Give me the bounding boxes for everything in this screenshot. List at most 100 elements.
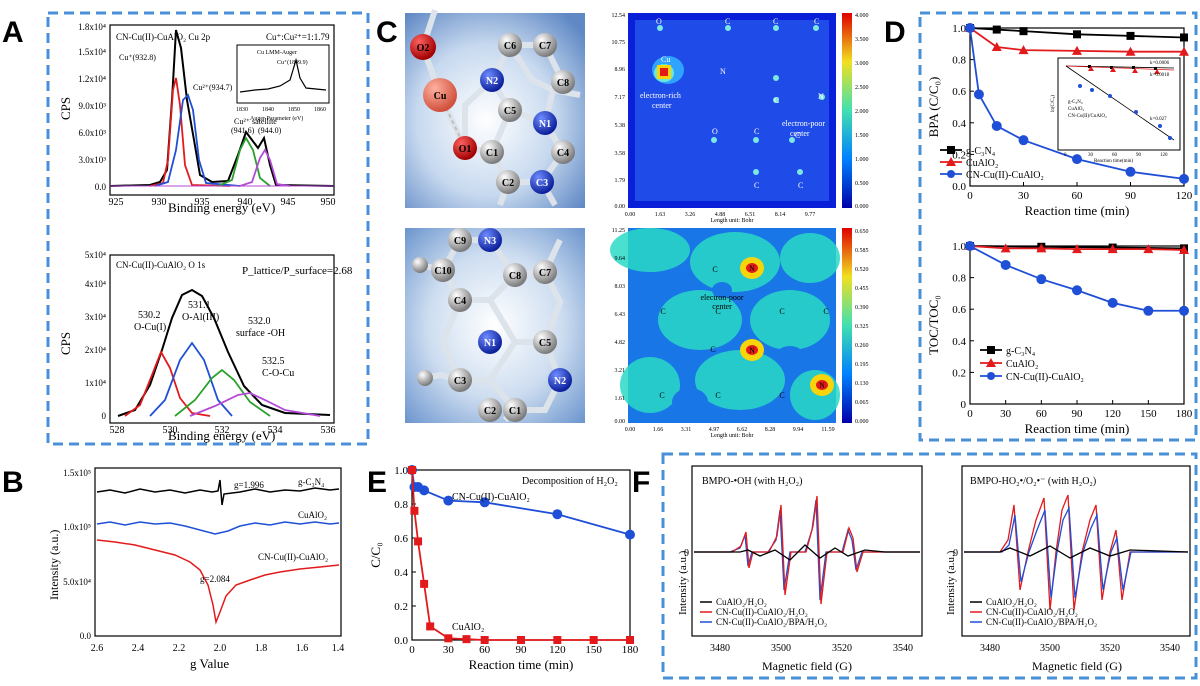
data-point — [1073, 30, 1081, 39]
esp-bottom-ytick: 0.00 — [615, 419, 626, 425]
o1s-label: C-O-Cu — [262, 368, 294, 379]
cbar-bottom-tick: 0.585 — [855, 248, 869, 254]
inset-xtick: 120 — [1160, 153, 1168, 158]
cu2p-ytick: 1.8x10⁴ — [78, 22, 106, 32]
esp-top-ytick: 1.79 — [615, 178, 626, 184]
esp-top-label: C — [725, 17, 730, 26]
y-tick-label: 0.4 — [952, 118, 966, 130]
x-tick-label: 60 — [1072, 190, 1084, 202]
dft-structure-top: O2 Cu O1 C6 C7 N2 C8 C5 N1 C1 C4 C2 C3 — [405, 9, 585, 208]
esp-top-label: Cu — [661, 55, 670, 64]
atom-label: C5 — [504, 106, 516, 117]
panel-letter-b: B — [2, 466, 24, 499]
data-point — [1072, 285, 1082, 296]
cu2p-ytick: 0.0 — [95, 182, 107, 192]
esr-oh-ylabel: Intensity (a.u.) — [677, 550, 689, 615]
atom-label: N1 — [539, 119, 551, 130]
o1s-xtick: 536 — [321, 425, 336, 436]
legend-label: g-C₃N₄ — [1006, 346, 1036, 357]
esp-bottom-label: C — [779, 307, 784, 316]
o1s-ytick: 3x10⁴ — [85, 312, 106, 322]
data-point — [444, 634, 453, 643]
panel-letter-f: F — [632, 466, 650, 499]
esp-bottom-ytick: 11.25 — [612, 228, 625, 234]
y-tick-label: 0.4 — [952, 336, 966, 348]
legend-marker — [986, 358, 996, 367]
legend-label: CuAlO₂ — [966, 158, 998, 169]
esr-oh-title: BMPO-•OH (with H₂O₂) — [702, 476, 802, 487]
esp-top-label: C — [773, 17, 778, 26]
esp-map-top: O C C Cu N C N O C C C C C electron-rich… — [612, 13, 869, 224]
y-tick-label: 0.0 — [952, 181, 966, 193]
cu2p-satellite-1 — [217, 136, 271, 187]
data-point — [1125, 166, 1136, 177]
atom-label: C8 — [509, 271, 521, 282]
esp-top-ytick: 0.00 — [615, 204, 626, 210]
data-point — [552, 509, 563, 520]
o1s-label: O-Al(III) — [182, 312, 219, 323]
cu-lmm-title: Cu LMM-Auger — [257, 50, 297, 56]
o1s-xtick: 530 — [163, 425, 178, 436]
atom-label: C3 — [536, 178, 548, 189]
esp-bottom-xtick: 9.94 — [793, 427, 804, 433]
esr-oh-xlabel: Magnetic field (G) — [762, 659, 852, 673]
data-point — [420, 579, 429, 588]
panel-letter-e: E — [367, 466, 387, 499]
y-tick-label: 0.2 — [394, 601, 408, 613]
esp-top-ytick: 3.58 — [615, 151, 626, 157]
y-tick-label: 1.0 — [394, 465, 408, 477]
inset-note: k=0.027 — [1150, 117, 1167, 122]
data-point — [1000, 259, 1011, 270]
data-point — [553, 636, 562, 644]
o1s-ytick: 0 — [102, 411, 107, 421]
atom-label: C10 — [434, 266, 451, 277]
epr-cualo2 — [96, 521, 340, 535]
cu-lmm-xtick: 1840 — [262, 107, 274, 113]
o1s-xtick: 532 — [215, 425, 230, 436]
cu2p-xtick: 940 — [238, 197, 253, 208]
cbar-top-tick: 1.500 — [855, 133, 869, 139]
x-tick-label: 60 — [479, 644, 491, 656]
esp-top-label: C — [754, 181, 759, 190]
epr-xtick: 2.6 — [91, 643, 104, 654]
data-point — [965, 241, 975, 251]
cu2p-xtick: 930 — [152, 197, 167, 208]
esp-top-label: O — [712, 127, 718, 136]
esr-ho2-xlabel: Magnetic field (G) — [1032, 659, 1122, 673]
cu2p-ytick: 1.5x10⁴ — [78, 47, 106, 57]
x-tick-label: 120 — [1176, 190, 1193, 202]
epr-ytick: 0.0 — [80, 631, 92, 641]
atom-label: C1 — [509, 406, 521, 417]
o1s-ytick: 2x10⁴ — [85, 345, 106, 355]
x-axis-label: Reaction time (min) — [1025, 421, 1130, 436]
inset-xtick: 90 — [1136, 153, 1142, 158]
cu2p-peak-label-cu1: Cu⁺(932.8) — [119, 53, 156, 62]
atom-label: C6 — [504, 41, 516, 52]
h2o2-decomposition-chart: 0 30 60 90 120 150 180 0.0 0.2 0.4 0.6 0.8 1.0 Reacti… — [368, 465, 639, 672]
esr-ho2-chart: BMPO-HO₂•/O₂•⁻ (with H₂O₂) 0 CuAlO₂/H₂O₂… — [945, 465, 1191, 673]
epr-label-g1996: g=1.996 — [234, 480, 264, 490]
dft-structure-bottom: C9 N3 C10 C8 C7 C4 N1 C3 C5 N2 C2 C1 — [405, 228, 585, 423]
series-label: CuAlO₂ — [452, 622, 484, 633]
esr-oh-xtick: 3520 — [832, 643, 852, 654]
atom-label: C8 — [557, 78, 569, 89]
epr-chart: g-C₃N₄ CuAlO₂ CN-Cu(II)-CuAlO₂ g=1.996 g… — [47, 467, 344, 671]
cu-lmm-peak: Cu⁺(1849.9) — [277, 59, 308, 66]
cu-lmm-xlabel: Auger Parameter (eV) — [250, 115, 303, 122]
esr-ho2-blue — [964, 505, 1188, 599]
data-point — [1018, 45, 1029, 55]
esr-oh-ytick: 0 — [684, 548, 689, 559]
y-tick-label: 0.8 — [952, 273, 966, 285]
y-axis-label: C/C₀ — [368, 542, 383, 568]
o1s-ytick: 5x10⁴ — [85, 250, 106, 260]
o1s-peak-oal — [149, 341, 233, 417]
esp-bottom-label: N — [749, 346, 755, 355]
series-label: CN-Cu(II)-CuAlO₂ — [452, 492, 530, 503]
o1s-xtick: 534 — [268, 425, 283, 436]
cbar-bottom-tick: 0.065 — [855, 400, 869, 406]
panel-letter-a: A — [2, 16, 24, 49]
inset-xtick: 60 — [1112, 153, 1118, 158]
atom-label: C7 — [539, 41, 551, 52]
data-point — [1143, 244, 1154, 254]
data-point — [414, 537, 423, 546]
